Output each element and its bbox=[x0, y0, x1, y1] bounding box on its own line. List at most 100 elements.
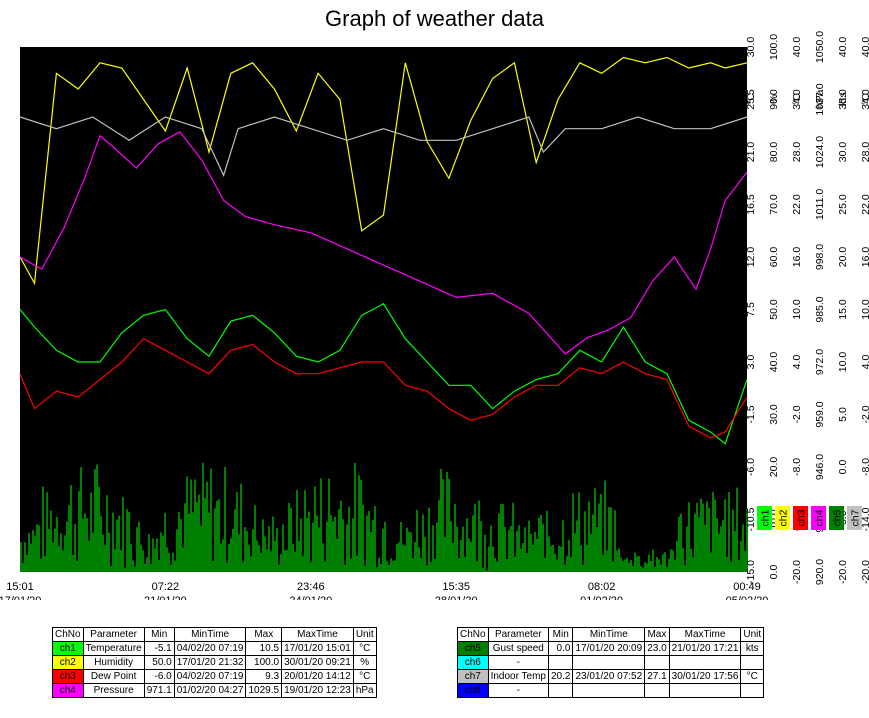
gust-bar bbox=[258, 545, 260, 572]
gust-bar bbox=[118, 515, 120, 572]
max-cell: 10.5 bbox=[245, 641, 283, 656]
gust-bar bbox=[102, 534, 104, 572]
gust-bar bbox=[132, 560, 134, 572]
gust-bar bbox=[746, 509, 748, 572]
gust-bar bbox=[522, 542, 524, 572]
gust-bar bbox=[432, 525, 434, 572]
gust-bar bbox=[600, 494, 602, 572]
gust-bar bbox=[480, 521, 482, 572]
y-tick-label: 985.0 bbox=[814, 296, 826, 322]
gust-bar bbox=[320, 478, 322, 572]
parameter-cell: Pressure bbox=[82, 683, 145, 698]
gust-bar bbox=[744, 550, 746, 572]
gust-bar bbox=[638, 556, 640, 572]
min-cell: -5.1 bbox=[143, 641, 175, 656]
series-line-ch1 bbox=[19, 302, 748, 445]
gust-bar bbox=[274, 540, 276, 572]
gust-bar bbox=[654, 566, 656, 572]
unit-cell: °C bbox=[352, 641, 377, 656]
gust-bar bbox=[724, 499, 726, 572]
y-tick-label: 25.0 bbox=[837, 194, 849, 215]
gust-bar bbox=[66, 521, 68, 572]
gust-bar bbox=[702, 503, 704, 572]
channel-cell: ch4 bbox=[52, 683, 84, 698]
channel-cell: ch6 bbox=[457, 655, 489, 670]
y-tick-label: -8.0 bbox=[791, 458, 803, 476]
gust-bar bbox=[232, 528, 234, 572]
maxtime-cell bbox=[668, 655, 742, 670]
gust-bar bbox=[576, 520, 578, 572]
gust-bar bbox=[692, 557, 694, 572]
legend-label-ch5: ch5 bbox=[832, 509, 844, 526]
y-tick-label: 0.0 bbox=[837, 460, 849, 475]
gust-bar bbox=[416, 509, 418, 572]
gust-bar bbox=[528, 520, 530, 572]
gust-bar bbox=[406, 527, 408, 572]
channel-cell: ch1 bbox=[52, 641, 84, 656]
gust-bar bbox=[34, 536, 36, 572]
gust-bar bbox=[626, 557, 628, 572]
gust-bar bbox=[442, 479, 444, 572]
gust-bar bbox=[312, 522, 314, 572]
gust-bar bbox=[686, 526, 688, 572]
parameter-cell: - bbox=[487, 655, 549, 670]
mintime-cell: 17/01/20 20:09 bbox=[572, 641, 646, 656]
mintime-cell: 17/01/20 21:32 bbox=[173, 655, 247, 670]
gust-bar bbox=[582, 564, 584, 572]
gust-bar bbox=[666, 566, 668, 572]
gust-bar bbox=[714, 499, 716, 572]
gust-bar bbox=[272, 516, 274, 572]
unit-cell bbox=[740, 683, 765, 698]
min-cell: 0.0 bbox=[547, 641, 574, 656]
gust-bar bbox=[114, 549, 116, 572]
x-tick-time: 00:49 bbox=[733, 581, 761, 593]
gust-bar bbox=[386, 560, 388, 572]
gust-bar bbox=[404, 545, 406, 572]
gust-bar bbox=[240, 483, 242, 572]
gust-bar bbox=[302, 555, 304, 572]
gust-bar bbox=[74, 524, 76, 572]
gust-bar bbox=[618, 548, 620, 572]
table-header: Parameter bbox=[82, 627, 145, 642]
table-header: Unit bbox=[740, 627, 765, 642]
gust-bar bbox=[568, 539, 570, 572]
table-row: ch8- bbox=[457, 683, 765, 698]
max-cell: 1029.5 bbox=[245, 683, 283, 698]
gust-bar bbox=[54, 528, 56, 572]
y-tick-label: 1024.0 bbox=[814, 136, 826, 168]
gust-bar bbox=[484, 534, 486, 572]
gust-bar bbox=[546, 510, 548, 572]
gust-bar bbox=[82, 518, 84, 572]
gust-bar bbox=[126, 509, 128, 572]
gust-bar bbox=[108, 532, 110, 572]
chart-title: Graph of weather data bbox=[325, 6, 544, 31]
gust-bar bbox=[572, 493, 574, 572]
parameter-cell: - bbox=[487, 683, 549, 698]
x-tick-date: 28/01/20 bbox=[435, 595, 478, 600]
gust-bar bbox=[372, 520, 374, 572]
gust-bar bbox=[368, 510, 370, 572]
gust-bar bbox=[286, 549, 288, 572]
x-tick-date: 01/02/20 bbox=[580, 595, 623, 600]
gust-bar bbox=[494, 558, 496, 572]
gust-bar bbox=[130, 543, 132, 572]
max-cell bbox=[644, 683, 670, 698]
gust-bar bbox=[500, 503, 502, 572]
y-tick-label: 10.0 bbox=[837, 352, 849, 373]
gust-bar bbox=[246, 531, 248, 572]
gust-bar bbox=[716, 518, 718, 572]
gust-bar bbox=[580, 545, 582, 572]
gust-bar bbox=[498, 513, 500, 572]
gust-bar bbox=[740, 540, 742, 572]
gust-bar bbox=[356, 555, 358, 572]
gust-bar bbox=[596, 527, 598, 572]
gust-bar bbox=[22, 562, 24, 572]
gust-bar bbox=[664, 552, 666, 572]
gust-bar bbox=[252, 529, 254, 572]
gust-bar bbox=[454, 504, 456, 572]
gust-bar bbox=[392, 560, 394, 572]
y-tick-label: 972.0 bbox=[814, 349, 826, 375]
gust-bar bbox=[444, 536, 446, 572]
y-tick-label: 20.0 bbox=[768, 457, 780, 478]
y-tick-label: -2.0 bbox=[791, 405, 803, 423]
